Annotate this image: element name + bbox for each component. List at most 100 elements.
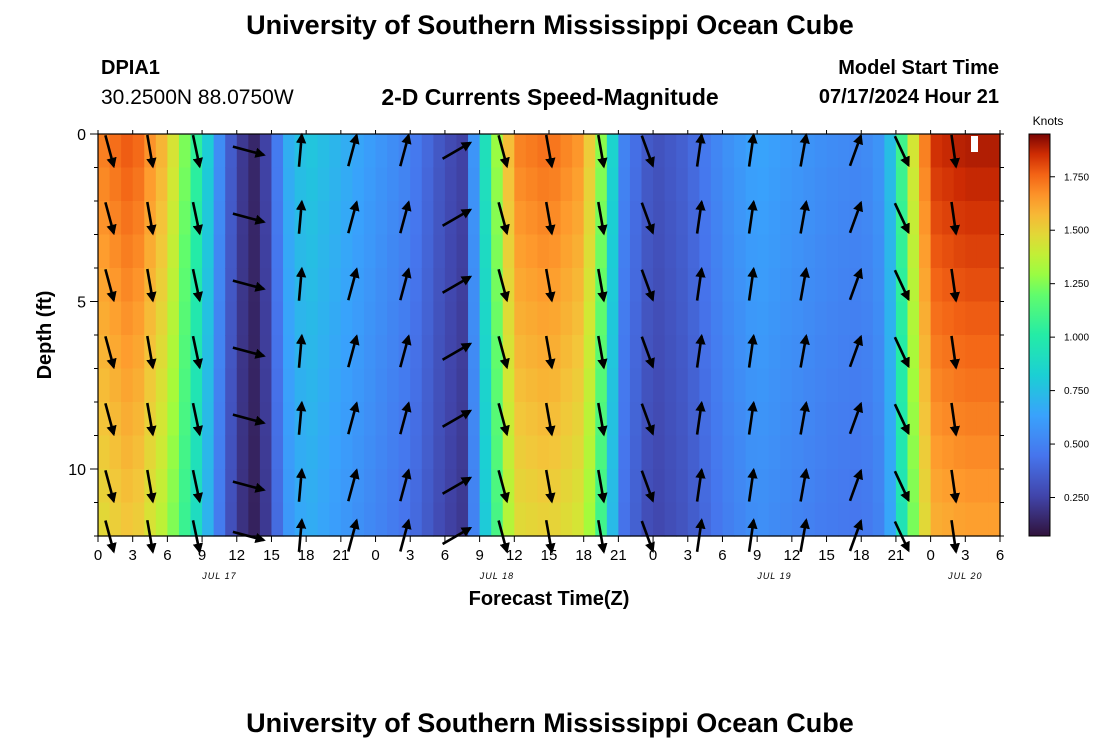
current-arrow — [146, 335, 157, 370]
heatmap-cell — [965, 368, 978, 403]
current-arrow — [544, 335, 556, 370]
current-arrow — [544, 402, 556, 437]
heatmap-cell — [317, 134, 330, 169]
x-tick-label: 15 — [818, 547, 835, 564]
heatmap-cell — [213, 335, 226, 370]
heatmap-cell — [421, 469, 434, 504]
heatmap-cell — [734, 435, 747, 470]
x-tick-label: 6 — [441, 547, 449, 564]
heatmap-cell — [872, 268, 885, 303]
heatmap-cell — [872, 301, 885, 336]
current-arrow — [597, 201, 608, 236]
heatmap-cell — [213, 301, 226, 336]
x-date-label: JUL 17 — [201, 571, 236, 581]
heatmap-cell — [884, 234, 897, 269]
heatmap-cell — [780, 335, 793, 370]
heatmap-cell — [479, 502, 492, 537]
heatmap-cell — [479, 469, 492, 504]
heatmap-cell — [387, 134, 400, 169]
heatmap-cell — [618, 368, 631, 403]
heatmap-cell — [456, 234, 469, 269]
heatmap-cell — [942, 301, 955, 336]
heatmap-cell — [953, 301, 966, 336]
current-arrow — [104, 469, 117, 504]
current-arrow — [347, 334, 360, 368]
heatmap-cell — [641, 435, 654, 470]
currents-heatmap-chart: 0 3 6 9 12 15 18 21 0 3 6 9 12 15 18 21 0 3 6 9 12 15 18 21 0 3 6 J… — [34, 114, 1089, 610]
heatmap-cell — [225, 402, 238, 437]
heatmap-cell — [329, 268, 342, 303]
heatmap-cell — [294, 435, 307, 470]
heatmap-cell — [213, 201, 226, 236]
heatmap-cell — [259, 167, 273, 202]
heatmap-cell — [468, 268, 481, 303]
heatmap-cell — [953, 502, 966, 537]
heatmap-cell — [965, 234, 978, 269]
colorbar: Knots 0.250 0.500 0.750 1.000 1.250 1.500 1.75… — [1028, 114, 1089, 537]
current-arrow — [695, 266, 706, 301]
heatmap-cell — [190, 301, 203, 336]
heatmap-cell — [190, 435, 203, 470]
heatmap-cell — [780, 201, 793, 236]
heatmap-cell — [433, 469, 446, 504]
heatmap-cell — [814, 167, 828, 202]
heatmap-cell — [549, 301, 562, 336]
heatmap-cell — [676, 167, 689, 202]
heatmap-cell — [375, 402, 388, 437]
current-arrow — [893, 470, 910, 503]
heatmap-cell — [849, 167, 862, 202]
heatmap-cell — [734, 502, 747, 537]
current-arrow — [949, 335, 960, 370]
heatmap-cell — [363, 268, 377, 303]
heatmap-cell — [317, 435, 330, 470]
current-arrow — [497, 469, 510, 504]
heatmap-cell — [537, 301, 550, 336]
heatmap-cell — [676, 435, 689, 470]
heatmap-cell — [676, 502, 689, 537]
x-tick-label: 21 — [333, 547, 350, 564]
current-arrow — [799, 266, 810, 301]
heatmap-cell — [202, 167, 215, 202]
heatmap-cell — [363, 201, 377, 236]
heatmap-cell — [606, 402, 619, 437]
x-tick-label: 9 — [475, 547, 483, 564]
heatmap-cell — [259, 402, 273, 437]
current-arrow — [441, 476, 473, 495]
heatmap-cell — [132, 368, 145, 403]
current-arrow — [949, 268, 960, 303]
heatmap-cell — [560, 435, 573, 470]
heatmap-cell — [236, 502, 249, 537]
heatmap-cell — [641, 167, 654, 202]
current-arrow — [191, 469, 203, 504]
x-tick-label: 9 — [198, 547, 206, 564]
heatmap-cell — [329, 402, 342, 437]
heatmap-cell — [468, 301, 481, 336]
x-tick-label: 0 — [94, 547, 102, 564]
heatmap-cell — [988, 502, 1001, 537]
current-arrow — [497, 335, 510, 370]
heatmap-cell — [375, 268, 388, 303]
heatmap-cell — [259, 469, 273, 504]
current-arrow — [893, 269, 910, 302]
heatmap-cell — [259, 201, 273, 236]
heatmap-cell — [699, 167, 712, 202]
heatmap-cell — [444, 234, 458, 269]
heatmap-cell — [132, 268, 145, 303]
heatmap-cell — [768, 502, 781, 537]
heatmap-cell — [410, 435, 423, 470]
heatmap-cell — [248, 435, 261, 470]
heatmap-cell — [976, 268, 990, 303]
heatmap-cell — [826, 134, 839, 169]
heatmap-cell — [109, 234, 122, 269]
heatmap-cell — [178, 134, 192, 169]
heatmap-cell — [271, 201, 284, 236]
x-tick-label: 0 — [926, 547, 934, 564]
heatmap-cell — [826, 368, 839, 403]
heatmap-cell — [363, 435, 377, 470]
heatmap-cell — [317, 301, 330, 336]
heatmap-cell — [734, 469, 747, 504]
heatmap-cell — [942, 502, 955, 537]
heatmap-cell — [895, 368, 909, 403]
heatmap-cell — [375, 234, 388, 269]
heatmap-cell — [178, 268, 192, 303]
